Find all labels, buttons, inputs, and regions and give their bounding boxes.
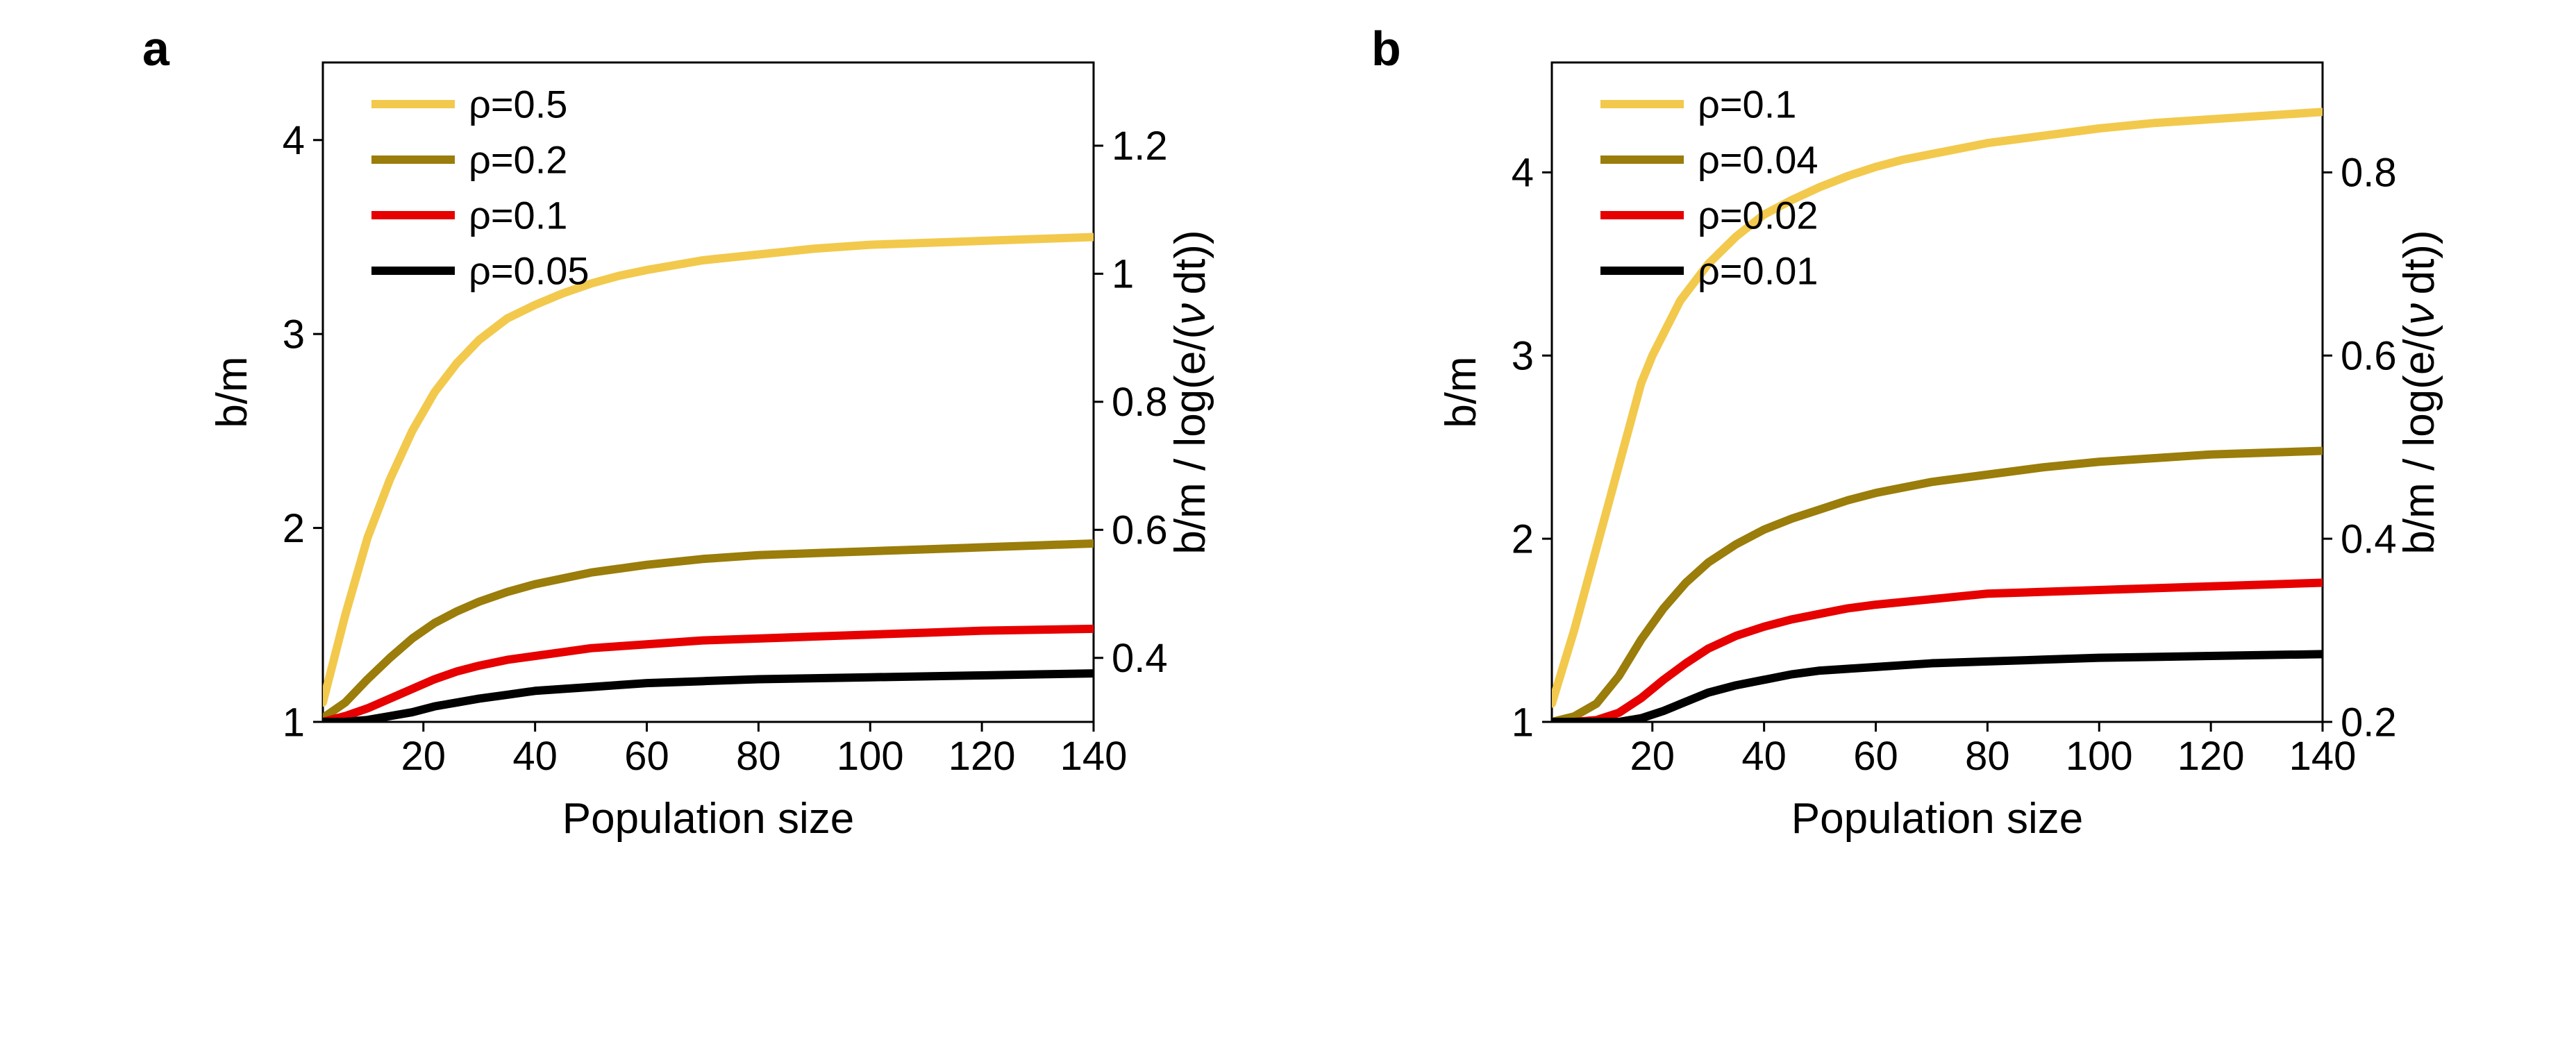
y-right-tick-label: 0.8 (1112, 380, 1168, 425)
y-left-tick-label: 3 (283, 312, 305, 357)
panel-b-plot: 2040608010012014012340.20.40.60.8Populat… (1434, 35, 2461, 854)
series-line-0 (1552, 112, 2323, 703)
x-tick-label: 120 (948, 734, 1016, 779)
legend-label: ρ=0.1 (469, 194, 567, 237)
y-right-tick-label: 0.2 (2341, 700, 2397, 745)
panel-a-label: a (142, 21, 169, 76)
x-tick-label: 100 (837, 734, 904, 779)
x-tick-label: 60 (624, 734, 669, 779)
x-tick-label: 60 (1853, 734, 1898, 779)
y-left-tick-label: 4 (1512, 151, 1534, 196)
y-right-tick-label: 0.6 (1112, 508, 1168, 553)
legend-label: ρ=0.02 (1698, 194, 1818, 237)
legend-label: ρ=0.01 (1698, 249, 1818, 293)
legend-label: ρ=0.1 (1698, 83, 1796, 126)
series-line-3 (1552, 654, 2323, 722)
x-tick-label: 80 (736, 734, 781, 779)
x-tick-label: 120 (2177, 734, 2245, 779)
panel-b-label: b (1371, 21, 1401, 76)
y-right-tick-label: 1 (1112, 252, 1134, 297)
y-right-axis-label: b/m / log(e/(ν dt)) (1166, 230, 1214, 554)
y-right-tick-label: 0.6 (2341, 334, 2397, 379)
x-tick-label: 20 (401, 734, 446, 779)
panel-a: a 20 40 60 80 100 120 140 1 2 3 4 0.4 0.6 0.8 1 1.2 Popu… (142, 21, 1232, 854)
y-left-tick-label: 1 (283, 700, 305, 745)
y-right-tick-label: 0.8 (2341, 151, 2397, 196)
x-tick-label: 80 (1965, 734, 2010, 779)
y-left-tick-label: 4 (283, 118, 305, 163)
y-right-tick-label: 1.2 (1112, 124, 1168, 169)
x-axis-label: Population size (1791, 795, 2084, 843)
legend-label: ρ=0.04 (1698, 138, 1818, 182)
x-tick-label: 40 (512, 734, 558, 779)
y-left-tick-label: 2 (1512, 516, 1534, 562)
y-left-tick-label: 3 (1512, 334, 1534, 379)
y-right-tick-label: 0.4 (1112, 636, 1168, 681)
x-tick-label: 100 (2066, 734, 2133, 779)
panel-a-plot: 20 40 60 80 100 120 140 1 2 3 4 0.4 0.6 0.8 1 1.2 Popula… (205, 35, 1232, 854)
legend-label: ρ=0.05 (469, 249, 589, 293)
y-left-tick-label: 1 (1512, 700, 1534, 745)
y-right-tick-label: 0.4 (2341, 516, 2397, 562)
legend-label: ρ=0.5 (469, 83, 567, 126)
x-tick-label: 140 (1060, 734, 1128, 779)
y-left-tick-label: 2 (283, 506, 305, 551)
panel-b: b 2040608010012014012340.20.40.60.8Popul… (1371, 21, 2461, 854)
x-axis-label: Population size (562, 795, 855, 843)
x-tick-label: 20 (1630, 734, 1675, 779)
figure: a 2040608010012014012340.40.60.811.2Popu… (115, 0, 2461, 854)
legend-label: ρ=0.2 (469, 138, 567, 182)
y-right-axis-label: b/m / log(e/(ν dt)) (2395, 230, 2443, 554)
y-left-axis-label: b/m (1437, 356, 1485, 428)
x-tick-label: 40 (1741, 734, 1787, 779)
y-left-axis-label: b/m (208, 356, 256, 428)
